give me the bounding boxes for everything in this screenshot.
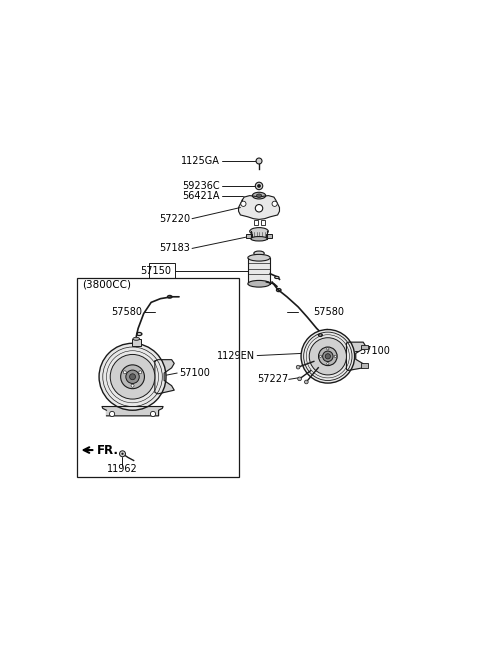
- Text: 57100: 57100: [360, 346, 390, 356]
- Bar: [77, 278, 239, 477]
- Text: 57100: 57100: [179, 368, 210, 378]
- Bar: [254, 220, 258, 224]
- Polygon shape: [347, 342, 365, 370]
- Circle shape: [123, 371, 126, 374]
- Circle shape: [120, 365, 144, 388]
- Circle shape: [323, 351, 333, 362]
- Polygon shape: [239, 196, 279, 219]
- Bar: [266, 234, 273, 239]
- Circle shape: [327, 348, 329, 350]
- Text: 57183: 57183: [159, 243, 190, 254]
- Text: 11962: 11962: [107, 464, 138, 473]
- Circle shape: [110, 354, 155, 399]
- Circle shape: [304, 380, 308, 384]
- Bar: [132, 339, 141, 346]
- Text: 59236C: 59236C: [182, 181, 220, 191]
- Polygon shape: [155, 360, 174, 394]
- Bar: [246, 234, 252, 239]
- Polygon shape: [102, 407, 163, 416]
- Bar: [149, 264, 175, 278]
- Circle shape: [272, 201, 277, 207]
- Ellipse shape: [254, 251, 264, 256]
- Circle shape: [120, 451, 125, 456]
- Circle shape: [301, 330, 355, 383]
- Ellipse shape: [248, 281, 270, 287]
- Circle shape: [109, 411, 115, 417]
- Circle shape: [255, 205, 263, 212]
- Circle shape: [130, 374, 135, 380]
- Text: 57580: 57580: [111, 307, 142, 317]
- Ellipse shape: [133, 337, 140, 340]
- Circle shape: [255, 182, 263, 190]
- Circle shape: [309, 337, 347, 375]
- Text: 57150: 57150: [141, 266, 172, 276]
- Text: 57580: 57580: [313, 307, 344, 317]
- Ellipse shape: [248, 254, 270, 261]
- Bar: [361, 364, 368, 368]
- Circle shape: [139, 371, 142, 374]
- Circle shape: [121, 453, 124, 455]
- Circle shape: [241, 201, 246, 207]
- Text: 1125GA: 1125GA: [181, 156, 220, 166]
- Ellipse shape: [251, 237, 267, 241]
- Text: (3800CC): (3800CC): [83, 280, 132, 290]
- Text: 1129EN: 1129EN: [217, 351, 255, 360]
- Text: 57227: 57227: [257, 374, 288, 385]
- Bar: [251, 231, 267, 239]
- Circle shape: [319, 347, 337, 366]
- Circle shape: [334, 355, 336, 358]
- Text: FR.: FR.: [96, 443, 119, 456]
- Circle shape: [256, 158, 262, 164]
- Circle shape: [325, 354, 330, 359]
- Ellipse shape: [275, 277, 279, 279]
- Circle shape: [126, 370, 139, 383]
- Ellipse shape: [256, 194, 262, 198]
- Circle shape: [99, 343, 166, 410]
- Bar: [248, 258, 270, 284]
- Bar: [261, 220, 265, 224]
- Circle shape: [258, 184, 261, 188]
- Ellipse shape: [250, 228, 268, 235]
- Circle shape: [298, 377, 301, 381]
- Text: 56421A: 56421A: [182, 190, 220, 201]
- Ellipse shape: [252, 192, 266, 199]
- Bar: [361, 345, 368, 349]
- Circle shape: [296, 366, 300, 369]
- Circle shape: [150, 411, 156, 417]
- Circle shape: [327, 362, 329, 365]
- Circle shape: [131, 384, 134, 387]
- Text: 57220: 57220: [159, 214, 190, 224]
- Circle shape: [319, 355, 322, 358]
